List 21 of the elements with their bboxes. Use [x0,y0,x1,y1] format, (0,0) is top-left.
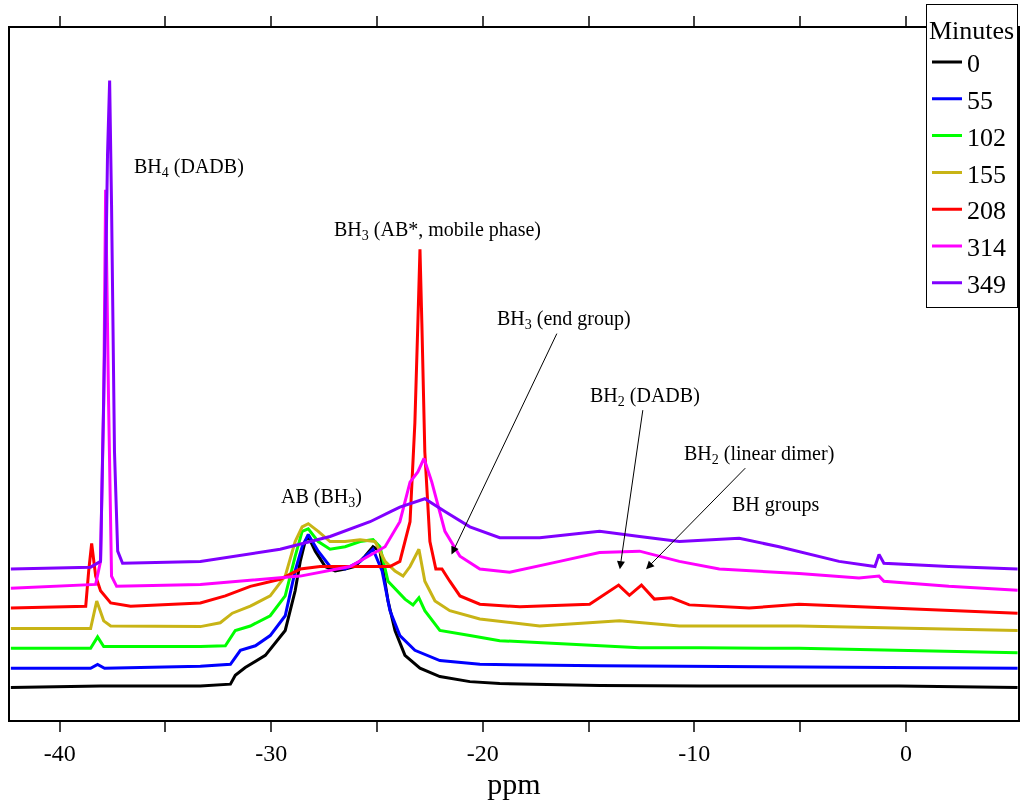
x-tick-label: 0 [899,739,912,766]
legend-label: 155 [967,159,1006,189]
legend-label: 349 [967,269,1006,299]
annotation: AB (BH$_{3}$) [281,485,362,511]
legend-label: 55 [967,85,993,115]
annotation: BH groups [732,493,820,516]
x-tick-label: -10 [678,739,711,766]
annotation: BH$_{2}$ (DADB) [590,384,700,410]
legend-label: 0 [967,49,980,79]
x-tick-label: -20 [466,739,499,766]
legend-title: Minutes [929,15,1015,45]
x-tick-label: -40 [43,739,76,766]
annotation: BH$_{3}$ (AB*, mobile phase) [334,218,541,244]
legend-label: 314 [967,233,1006,263]
x-tick-label: -30 [255,739,288,766]
annotation: BH$_{2}$ (linear dimer) [684,442,835,468]
x-axis-title: ppm [487,766,541,800]
legend-label: 102 [967,122,1006,152]
annotation: BH$_{3}$ (end group) [497,307,631,333]
annotation: BH$_{4}$ (DADB) [134,155,244,181]
legend-label: 208 [967,196,1006,226]
